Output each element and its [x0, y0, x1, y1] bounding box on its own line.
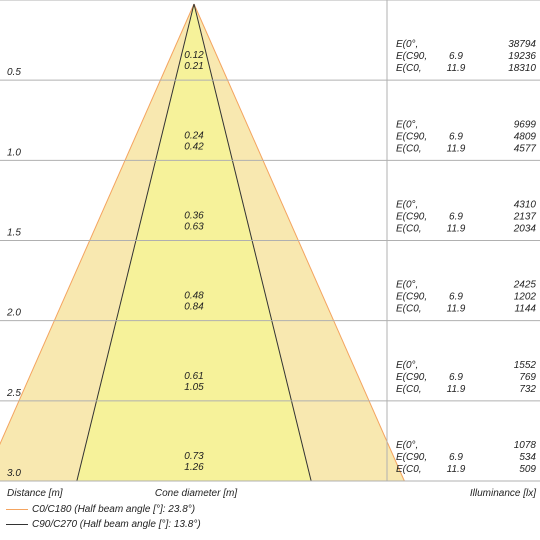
- legend-swatch-c0: [6, 508, 28, 510]
- cone-diameter-c90: 0.36: [184, 211, 204, 222]
- cone-diameter-c0: 0.21: [184, 61, 203, 72]
- illuminance-label: E(0°,: [396, 440, 418, 451]
- distance-label: 2.0: [6, 308, 21, 319]
- illuminance-label: E(C90,: [396, 131, 427, 142]
- cone-c90-fill: [76, 4, 312, 481]
- illuminance-label: E(C0,: [396, 63, 422, 74]
- illuminance-angle: 11.9: [447, 464, 466, 475]
- illuminance-angle: 6.9: [449, 212, 463, 223]
- cone-diameter-c90: 0.61: [184, 371, 203, 382]
- illuminance-value: 732: [519, 384, 536, 395]
- legend-item-c90: C90/C270 (Half beam angle [°]: 13.8°): [6, 519, 201, 530]
- cone-diameter-c0: 1.26: [184, 462, 204, 473]
- illuminance-value: 2137: [513, 212, 537, 223]
- illuminance-value: 534: [519, 452, 536, 463]
- illuminance-label: E(C90,: [396, 212, 427, 223]
- legend-item-c0: C0/C180 (Half beam angle [°]: 23.8°): [6, 504, 195, 515]
- axis-label-distance: Distance [m]: [7, 488, 63, 499]
- distance-label: 0.5: [7, 67, 21, 78]
- illuminance-angle: 6.9: [449, 452, 463, 463]
- cone-diameter-c90: 0.73: [184, 451, 204, 462]
- cone-c90-left-edge: [76, 3, 195, 482]
- illuminance-value: 18310: [508, 63, 536, 74]
- illuminance-angle: 6.9: [449, 292, 463, 303]
- illuminance-value: 1078: [514, 440, 537, 451]
- illuminance-value: 38794: [508, 39, 536, 50]
- axis-label-illuminance: Illuminance [lx]: [470, 488, 536, 499]
- illuminance-angle: 11.9: [447, 143, 466, 154]
- illuminance-value: 1144: [514, 304, 536, 315]
- illuminance-label: E(C0,: [396, 224, 422, 235]
- illuminance-value: 19236: [508, 51, 536, 62]
- illuminance-label: E(C0,: [396, 143, 422, 154]
- illuminance-angle: 11.9: [447, 384, 466, 395]
- axis-label-cone-diameter: Cone diameter [m]: [155, 488, 237, 499]
- illuminance-angle: 6.9: [449, 131, 463, 142]
- illuminance-value: 4577: [514, 143, 537, 154]
- illuminance-label: E(C90,: [396, 452, 427, 463]
- illuminance-label: E(C90,: [396, 372, 427, 383]
- illuminance-angle: 6.9: [449, 51, 463, 62]
- illuminance-label: E(C90,: [396, 51, 427, 62]
- illuminance-value: 9699: [514, 119, 537, 130]
- illuminance-value: 2034: [513, 224, 537, 235]
- illuminance-label: E(0°,: [396, 280, 418, 291]
- cone-diameter-c0: 0.42: [184, 141, 204, 152]
- illuminance-label: E(0°,: [396, 200, 418, 211]
- illuminance-label: E(0°,: [396, 39, 418, 50]
- cone-c90-right-edge: [193, 3, 312, 482]
- cone-diameter-c0: 0.63: [184, 222, 204, 233]
- distance-label: 3.0: [7, 468, 21, 479]
- cone-c0-left-edge: [0, 3, 195, 446]
- illuminance-label: E(C0,: [396, 384, 422, 395]
- illuminance-value: 4310: [514, 200, 537, 211]
- legend-swatch-c90: [6, 523, 28, 525]
- cone-diameter-c0: 1.05: [184, 382, 204, 393]
- illuminance-value: 4809: [514, 131, 537, 142]
- distance-label: 2.5: [6, 388, 21, 399]
- illuminance-value: 2425: [513, 280, 537, 291]
- cone-diameter-c90: 0.24: [184, 130, 204, 141]
- cone-c0-right-edge: [193, 3, 405, 482]
- illuminance-label: E(C0,: [396, 464, 422, 475]
- illuminance-label: E(0°,: [396, 119, 418, 130]
- legend-label-c0: C0/C180 (Half beam angle [°]: 23.8°): [32, 504, 196, 515]
- illuminance-value: 1552: [514, 360, 537, 371]
- illuminance-angle: 11.9: [447, 63, 466, 74]
- illuminance-label: E(C90,: [396, 292, 427, 303]
- illuminance-label: E(0°,: [396, 360, 418, 371]
- illuminance-angle: 11.9: [447, 304, 466, 315]
- cone-diameter-c90: 0.48: [184, 291, 204, 302]
- cone-diameter-c0: 0.84: [184, 302, 204, 313]
- legend-label-c90: C90/C270 (Half beam angle [°]: 13.8°): [32, 519, 201, 530]
- illuminance-angle: 6.9: [449, 372, 463, 383]
- distance-label: 1.5: [7, 228, 21, 239]
- distance-label: 1.0: [7, 147, 21, 158]
- illuminance-label: E(C0,: [396, 304, 422, 315]
- cone-diameter-c90: 0.12: [184, 50, 204, 61]
- illuminance-value: 769: [519, 372, 536, 383]
- illuminance-value: 509: [519, 464, 536, 475]
- illuminance-angle: 11.9: [447, 224, 466, 235]
- illuminance-value: 1202: [514, 292, 537, 303]
